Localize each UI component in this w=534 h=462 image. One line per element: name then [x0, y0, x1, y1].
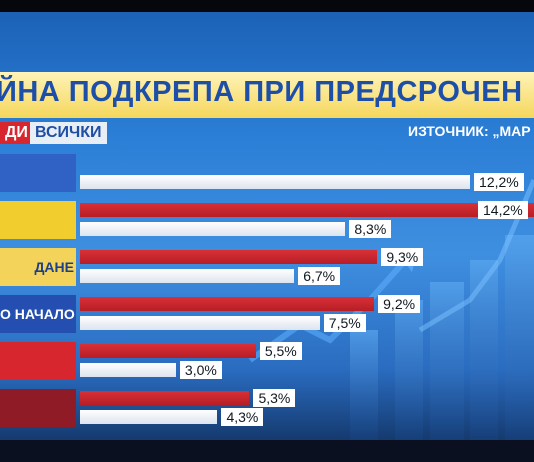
bar-red [80, 344, 256, 358]
title-band [0, 72, 534, 118]
category-label [0, 342, 76, 380]
tv-bezel-top [0, 0, 534, 12]
data-label: 4,3% [221, 408, 264, 426]
data-label: 6,7% [298, 267, 341, 285]
legend-series-all: ВСИЧКИ [30, 122, 107, 144]
bar-all [80, 410, 218, 424]
data-label: 12,2% [474, 173, 524, 191]
bar-all [80, 175, 471, 189]
bar-red [80, 391, 250, 405]
bar-all [80, 316, 320, 330]
bar-red [80, 250, 378, 264]
category-label [0, 154, 76, 192]
data-label: 9,2% [378, 295, 421, 313]
category-label: О НАЧАЛО [0, 295, 76, 333]
category-label: ДАНЕ [0, 248, 76, 286]
source-label: ИЗТОЧНИК: „МАР [408, 123, 531, 139]
bar-all [80, 363, 176, 377]
bar-all [80, 269, 295, 283]
data-label: 5,3% [253, 389, 296, 407]
category-label [0, 201, 76, 239]
data-label: 8,3% [349, 220, 392, 238]
bar-red [80, 203, 534, 217]
category-label [0, 389, 76, 427]
bar-red [80, 297, 375, 311]
tv-bezel-bottom [0, 440, 534, 462]
data-label: 14,2% [478, 201, 528, 219]
data-label: 3,0% [179, 361, 222, 379]
bar-all [80, 222, 346, 236]
data-label: 7,5% [323, 314, 366, 332]
data-label: 5,5% [259, 342, 302, 360]
chart-title: ЙНА ПОДКРЕПА ПРИ ПРЕДСРОЧЕН [0, 76, 523, 108]
data-label: 9,3% [381, 248, 424, 266]
legend-series-red: ДИ [0, 122, 33, 144]
